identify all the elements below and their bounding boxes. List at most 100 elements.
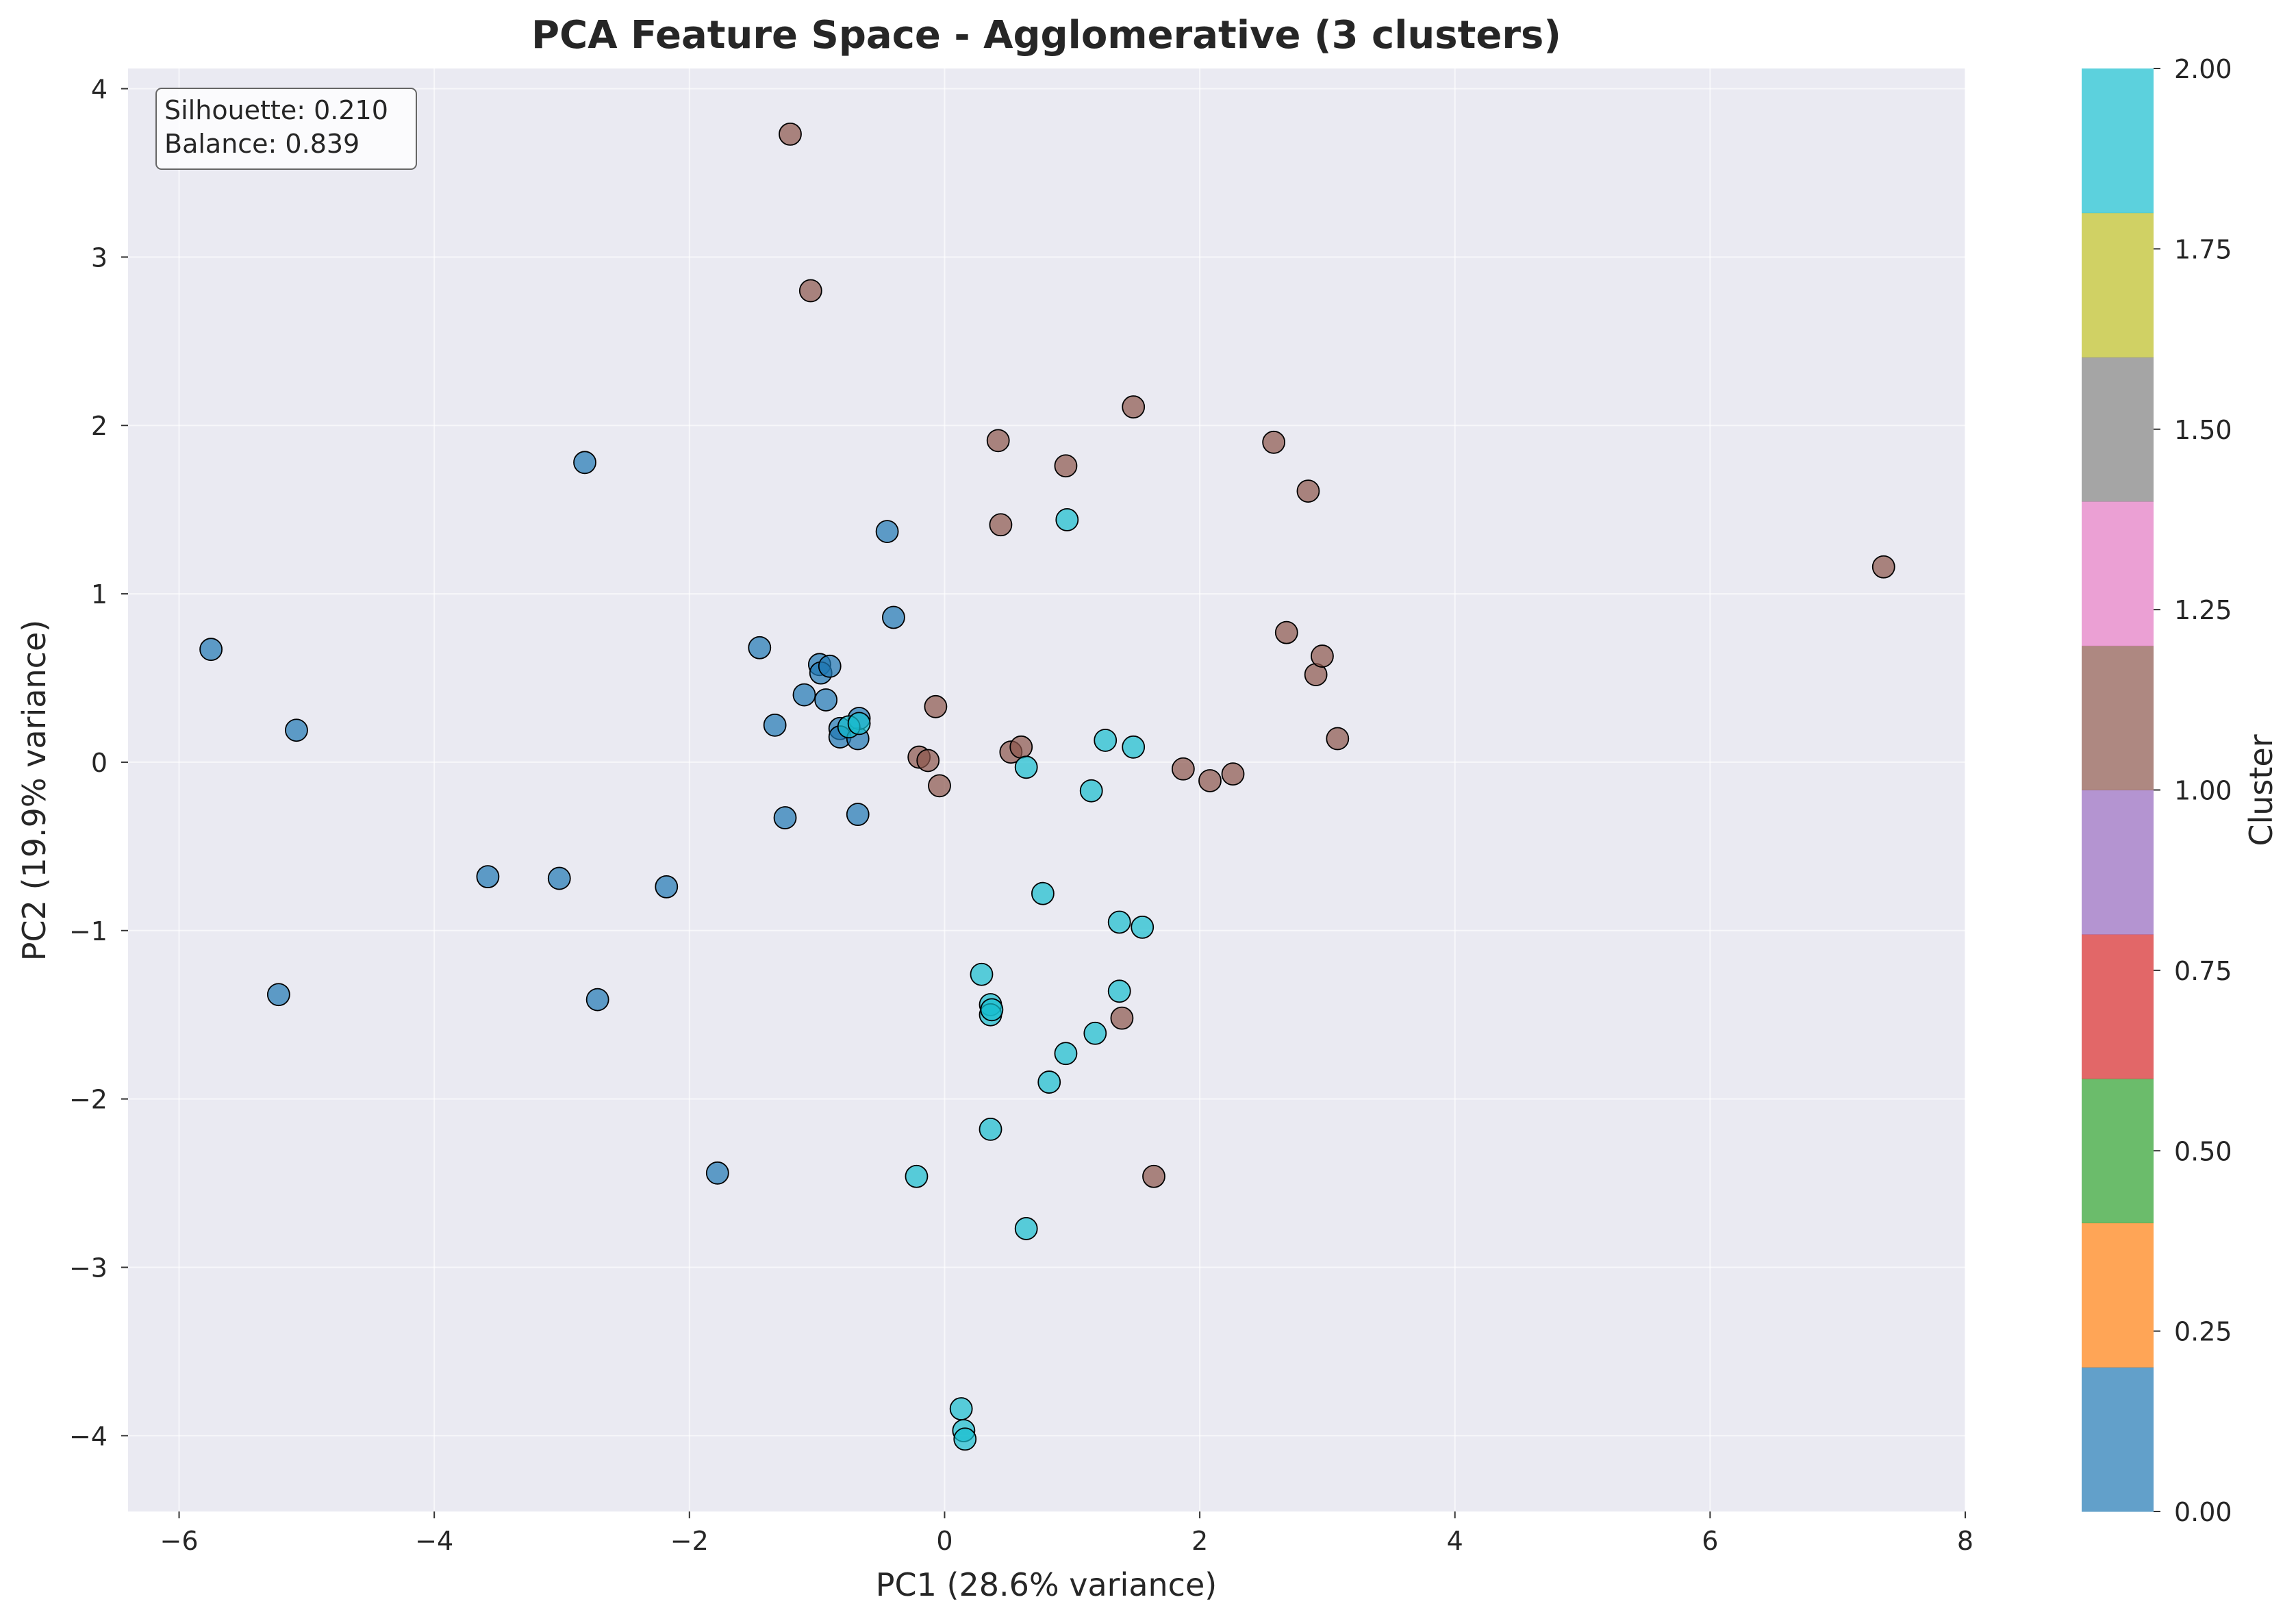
data-point-cluster-2 (979, 1118, 1002, 1141)
data-point-cluster-2 (905, 1164, 929, 1188)
y-tick-label: 2 (91, 411, 108, 441)
data-point-cluster-2 (1031, 881, 1055, 905)
data-point-cluster-2 (980, 998, 1004, 1022)
data-point-cluster-2 (1014, 1217, 1038, 1240)
axis-ticks: −6 −4 −2 0 2 4 6 8 −4 −3 −2 −1 0 1 2 3 4 (69, 75, 1973, 1556)
colorbar-segment (2082, 934, 2154, 1079)
data-point-cluster-2 (1107, 979, 1131, 1003)
data-point-cluster-0 (285, 718, 308, 742)
data-point-cluster-0 (476, 865, 500, 889)
y-tick-label: 1 (91, 579, 108, 610)
y-axis-label: PC2 (19.9% variance) (16, 620, 53, 961)
colorbar-segment (2082, 645, 2154, 790)
data-point-cluster-0 (773, 806, 797, 829)
data-point-cluster-1 (1142, 1164, 1165, 1188)
data-point-cluster-1 (1110, 1006, 1134, 1030)
colorbar-tick-label: 0.00 (2174, 1497, 2232, 1527)
y-tick-label: −3 (69, 1253, 108, 1283)
x-tick-label: −2 (670, 1526, 709, 1556)
colorbar-tick-label: 1.00 (2174, 776, 2232, 806)
data-point-cluster-1 (1198, 769, 1222, 792)
colorbar-tick-label: 1.75 (2174, 234, 2232, 264)
data-point-cluster-1 (1221, 762, 1245, 786)
data-point-cluster-2 (1131, 915, 1155, 939)
data-point-cluster-2 (949, 1397, 973, 1420)
data-point-cluster-2 (1079, 779, 1103, 803)
colorbar-ticks: 0.00 0.25 0.50 0.75 1.00 1.25 1.50 1.75 2.00 (2154, 54, 2232, 1527)
data-point-cluster-0 (705, 1161, 729, 1185)
x-tick-label: 2 (1191, 1526, 1208, 1556)
data-point-cluster-1 (1262, 430, 1286, 454)
colorbar-segment (2082, 212, 2154, 357)
data-point-cluster-1 (924, 694, 948, 718)
data-point-cluster-0 (814, 688, 838, 712)
data-point-cluster-2 (1054, 1042, 1078, 1066)
data-point-cluster-0 (875, 520, 899, 544)
data-point-cluster-0 (655, 875, 679, 899)
data-point-cluster-1 (1311, 644, 1334, 668)
data-point-cluster-2 (1037, 1070, 1061, 1094)
x-tick-label: −6 (160, 1526, 199, 1556)
data-point-cluster-2 (1094, 729, 1118, 752)
data-point-cluster-0 (818, 654, 842, 678)
y-tick-label: −4 (69, 1421, 108, 1451)
colorbar-segment (2082, 501, 2154, 647)
colorbar-tick-label: 0.75 (2174, 956, 2232, 986)
data-point-cluster-0 (763, 713, 787, 737)
y-tick-label: 4 (91, 75, 108, 105)
grid (128, 68, 1966, 1511)
data-point-cluster-1 (1171, 757, 1195, 781)
data-point-cluster-0 (585, 988, 609, 1012)
data-point-cluster-1 (779, 122, 802, 146)
x-tick-label: 6 (1702, 1526, 1718, 1556)
colorbar-segment (2082, 1367, 2154, 1512)
colorbar-label: Cluster (2243, 734, 2280, 846)
y-tick-label: 3 (91, 242, 108, 273)
data-point-cluster-0 (846, 803, 870, 827)
x-tick-label: 0 (936, 1526, 953, 1556)
colorbar-tick-label: 1.25 (2174, 595, 2232, 625)
data-point-cluster-2 (1083, 1021, 1107, 1045)
data-points (199, 122, 1895, 1451)
data-point-cluster-0 (266, 983, 290, 1007)
x-tick-label: 4 (1447, 1526, 1463, 1556)
y-tick-label: 0 (91, 748, 108, 778)
data-point-cluster-2 (1014, 755, 1038, 779)
data-point-cluster-2 (1107, 910, 1131, 934)
data-point-cluster-1 (928, 774, 951, 798)
x-tick-label: 8 (1957, 1526, 1973, 1556)
colorbar (2082, 68, 2154, 1512)
data-point-cluster-2 (970, 962, 994, 986)
colorbar-segment (2082, 1222, 2154, 1368)
colorbar-segment (2082, 68, 2154, 214)
chart-title: PCA Feature Space - Agglomerative (3 clu… (531, 13, 1561, 58)
data-point-cluster-1 (989, 513, 1013, 537)
data-point-cluster-1 (1296, 479, 1320, 503)
data-point-cluster-2 (1122, 735, 1146, 759)
colorbar-segment (2082, 1078, 2154, 1224)
y-tick-label: −2 (69, 1085, 108, 1115)
annotation-silhouette: Silhouette: 0.210 (164, 95, 388, 125)
data-point-cluster-0 (748, 636, 772, 660)
data-point-cluster-1 (1054, 454, 1078, 478)
data-point-cluster-2 (1055, 507, 1079, 531)
data-point-cluster-1 (916, 749, 940, 773)
colorbar-segment (2082, 357, 2154, 502)
annotation-box: Silhouette: 0.210 Balance: 0.839 (155, 88, 417, 170)
colorbar-tick-label: 0.25 (2174, 1317, 2232, 1347)
data-point-cluster-1 (1122, 395, 1146, 419)
colorbar-tick-label: 2.00 (2174, 54, 2232, 84)
data-point-cluster-0 (199, 638, 223, 662)
data-point-cluster-0 (573, 451, 596, 475)
data-point-cluster-1 (1326, 727, 1350, 751)
x-axis-label: PC1 (28.6% variance) (876, 1566, 1217, 1603)
colorbar-segment (2082, 790, 2154, 935)
data-point-cluster-2 (847, 712, 871, 736)
data-point-cluster-1 (1009, 735, 1033, 759)
data-point-cluster-0 (547, 866, 571, 890)
data-point-cluster-1 (1274, 620, 1298, 644)
y-tick-label: −1 (69, 916, 108, 946)
colorbar-tick-label: 0.50 (2174, 1136, 2232, 1166)
data-point-cluster-1 (1871, 555, 1895, 579)
